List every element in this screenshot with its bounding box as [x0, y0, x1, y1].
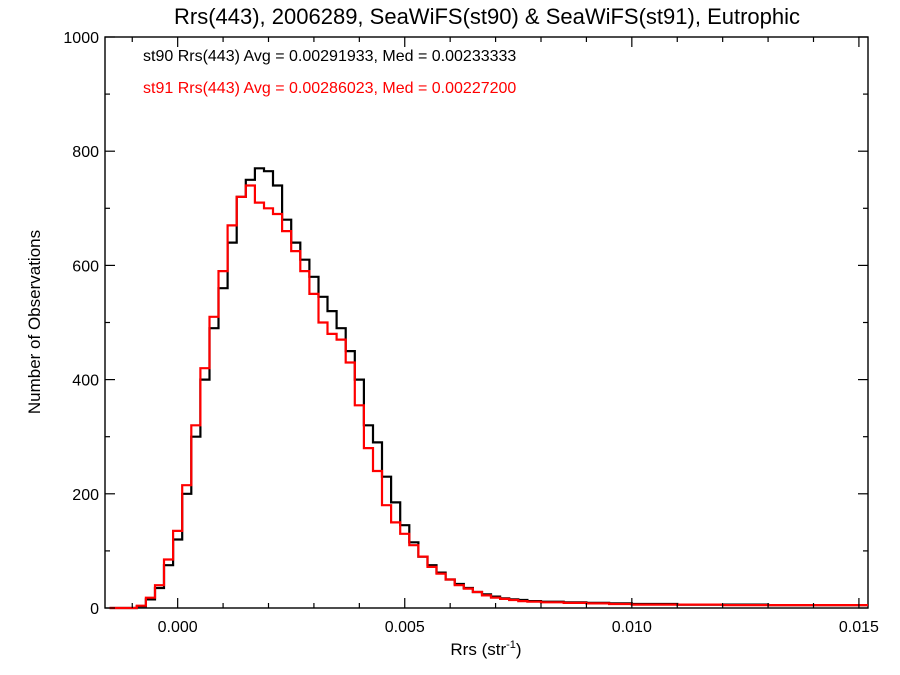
series-layer	[109, 167, 868, 610]
x-tick-label: 0.005	[385, 619, 425, 636]
y-tick-label: 600	[72, 258, 99, 275]
x-axis-label-superscript: -1	[506, 639, 516, 651]
x-axis-label-main: Rrs (str	[450, 640, 506, 659]
x-tick-label: 0.015	[839, 619, 879, 636]
y-tick-label: 400	[72, 373, 99, 390]
y-tick-label: 1000	[63, 30, 99, 47]
x-axis-label: Rrs (str-1)	[450, 639, 521, 659]
stat-line-st90: st90 Rrs(443) Avg = 0.00291933, Med = 0.…	[143, 48, 516, 65]
x-axis-label-end: )	[516, 640, 522, 659]
stat-line-st91: st91 Rrs(443) Avg = 0.00286023, Med = 0.…	[143, 80, 516, 97]
series-line-st90	[109, 167, 868, 610]
tick-layer: 0.000 0.005 0.010 0.015 0 200 400 600 800 1000	[63, 30, 879, 636]
x-tick-label: 0.000	[158, 619, 198, 636]
x-tick-label: 0.010	[612, 619, 652, 636]
y-axis-label: Number of Observations	[25, 230, 44, 414]
chart-title: Rrs(443), 2006289, SeaWiFS(st90) & SeaWi…	[174, 4, 800, 29]
y-tick-label: 200	[72, 487, 99, 504]
series-line-st91	[109, 184, 868, 610]
y-tick-label: 0	[90, 601, 99, 618]
y-tick-label: 800	[72, 144, 99, 161]
